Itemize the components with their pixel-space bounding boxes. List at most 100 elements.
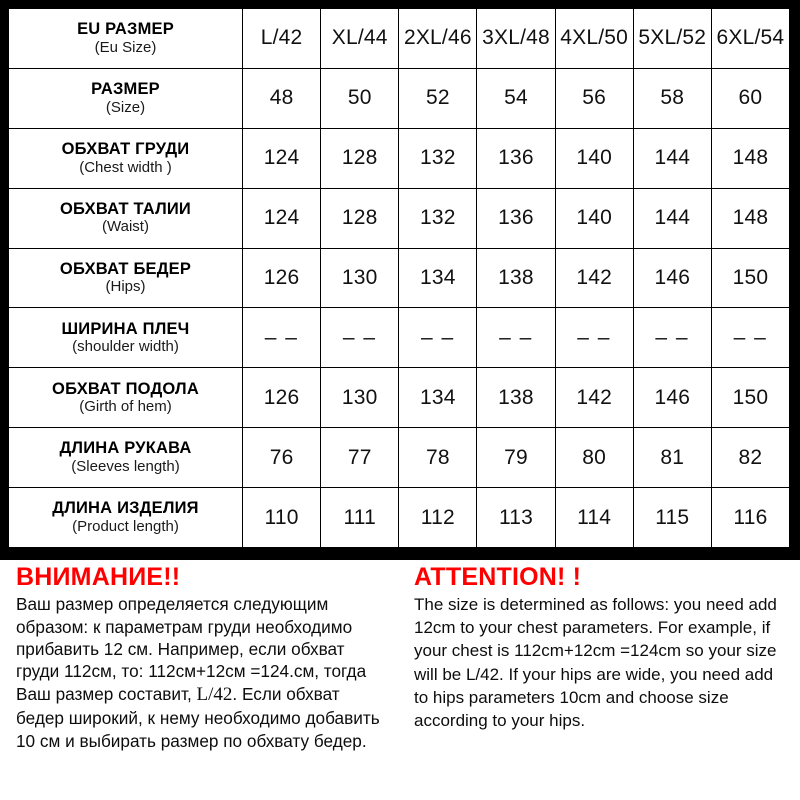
cell-value: 140 xyxy=(554,187,634,249)
cell-text: 80 xyxy=(582,445,607,469)
cell-value: 134 xyxy=(398,247,478,309)
cell-value: 4XL/50 xyxy=(554,8,634,69)
note-english-body: The size is determined as follows: you n… xyxy=(414,595,777,730)
cell-text: 6XL/54 xyxy=(716,26,785,50)
row-label-ru: ДЛИНА ИЗДЕЛИЯ xyxy=(52,499,199,518)
cell-value: 128 xyxy=(320,187,400,249)
row-label-ru: ДЛИНА РУКАВА xyxy=(59,439,192,458)
cell-text: 128 xyxy=(341,206,378,230)
cell-text: L/42 xyxy=(260,26,303,50)
cell-text: 54 xyxy=(504,86,528,110)
note-russian-part2: . Если обхват бедер широкий, к нему необ… xyxy=(16,683,380,751)
cell-text: 130 xyxy=(341,265,378,289)
row-label-ru: ОБХВАТ БЕДЕР xyxy=(59,259,192,278)
cell-text: 56 xyxy=(582,86,607,110)
cell-value: 5XL/52 xyxy=(632,8,712,69)
cell-value: – – xyxy=(632,307,712,369)
cell-value: XL/44 xyxy=(320,8,400,69)
cell-value: 81 xyxy=(632,427,712,488)
cell-value: 134 xyxy=(398,367,478,429)
cell-value: 3XL/48 xyxy=(476,8,556,69)
note-english: ATTENTION! ! The size is determined as f… xyxy=(400,560,800,800)
cell-text: – – xyxy=(577,325,611,349)
cell-value: 146 xyxy=(632,367,712,429)
cell-value: 80 xyxy=(554,427,634,488)
note-russian: ВНИМАНИЕ!! Ваш размер определяется следу… xyxy=(0,560,400,800)
cell-value: 60 xyxy=(710,67,791,129)
cell-text: 111 xyxy=(343,505,376,529)
row-label-en: (Sleeves length) xyxy=(71,457,180,475)
cell-text: 148 xyxy=(732,206,769,230)
cell-value: – – xyxy=(710,307,791,369)
table-row: ДЛИНА ИЗДЕЛИЯ (Product length) 110 111 112 11… xyxy=(8,487,791,548)
cell-value: 52 xyxy=(398,67,478,129)
size-table-body: EU РАЗМЕР (Eu Size) L/42 XL/44 2XL/46 3XL/48 4… xyxy=(8,8,791,548)
cell-value: 148 xyxy=(710,127,791,189)
cell-text: 136 xyxy=(498,146,534,170)
cell-text: 132 xyxy=(420,206,456,230)
cell-text: 140 xyxy=(576,146,612,170)
size-table: EU РАЗМЕР (Eu Size) L/42 XL/44 2XL/46 3XL/48 4… xyxy=(8,8,791,548)
cell-text: 82 xyxy=(738,445,763,469)
row-label-en: (shoulder width) xyxy=(72,338,179,356)
cell-text: 58 xyxy=(660,86,685,110)
cell-text: 136 xyxy=(498,206,534,230)
cell-value: – – xyxy=(241,307,322,369)
row-label-ru: ШИРИНА ПЛЕЧ xyxy=(61,319,190,338)
cell-value: 144 xyxy=(632,127,712,189)
cell-text: 138 xyxy=(498,265,534,289)
row-label-cell: ДЛИНА РУКАВА (Sleeves length) xyxy=(8,427,243,488)
cell-value: 50 xyxy=(320,67,400,129)
note-russian-size: L/42 xyxy=(196,683,233,705)
cell-value: 126 xyxy=(241,247,322,309)
cell-text: 81 xyxy=(660,445,685,469)
cell-text: 150 xyxy=(732,385,769,409)
cell-text: 112 xyxy=(420,505,455,529)
cell-value: 150 xyxy=(710,367,791,429)
cell-value: 56 xyxy=(554,67,634,129)
cell-text: – – xyxy=(655,325,690,349)
note-english-title: ATTENTION! ! xyxy=(414,563,582,591)
row-label-ru: ОБХВАТ ГРУДИ xyxy=(61,140,190,159)
cell-value: – – xyxy=(398,307,478,369)
cell-text: 48 xyxy=(269,86,294,110)
cell-text: 132 xyxy=(420,146,456,170)
row-label-ru: ОБХВАТ ПОДОЛА xyxy=(52,379,199,398)
cell-value: 128 xyxy=(320,127,400,189)
table-row: EU РАЗМЕР (Eu Size) L/42 XL/44 2XL/46 3XL/48 4… xyxy=(8,8,791,69)
row-label-en: (Eu Size) xyxy=(94,38,157,56)
table-row: РАЗМЕР (Size) 48 50 52 54 56 58 60 xyxy=(8,67,791,129)
cell-value: 132 xyxy=(398,127,478,189)
cell-value: 77 xyxy=(320,427,400,488)
cell-value: 114 xyxy=(554,487,634,548)
cell-text: 140 xyxy=(576,206,612,230)
cell-text: 150 xyxy=(732,265,769,289)
cell-value: 136 xyxy=(476,127,556,189)
cell-value: 112 xyxy=(398,487,478,548)
cell-value: 136 xyxy=(476,187,556,249)
cell-value: 140 xyxy=(554,127,634,189)
row-label-cell: ОБХВАТ БЕДЕР (Hips) xyxy=(8,247,243,309)
cell-text: – – xyxy=(342,325,377,349)
cell-text: 134 xyxy=(420,385,456,409)
note-russian-body: Ваш размер определяется следующим образо… xyxy=(16,593,386,752)
cell-value: 115 xyxy=(632,487,712,548)
cell-text: 124 xyxy=(263,206,300,230)
cell-value: 138 xyxy=(476,367,556,429)
row-label-cell: ДЛИНА ИЗДЕЛИЯ (Product length) xyxy=(8,487,243,548)
cell-value: 142 xyxy=(554,247,634,309)
cell-text: 2XL/46 xyxy=(403,26,472,50)
cell-text: 113 xyxy=(498,505,534,529)
row-label-cell: EU РАЗМЕР (Eu Size) xyxy=(8,8,243,69)
row-label-cell: ОБХВАТ ТАЛИИ (Waist) xyxy=(8,187,243,249)
cell-text: – – xyxy=(264,325,299,349)
row-label-en: (Girth of hem) xyxy=(79,398,172,416)
cell-text: 126 xyxy=(263,265,300,289)
cell-value: 116 xyxy=(710,487,791,548)
row-label-cell: ШИРИНА ПЛЕЧ (shoulder width) xyxy=(8,307,243,369)
row-label-ru: РАЗМЕР xyxy=(91,80,160,99)
cell-value: 144 xyxy=(632,187,712,249)
row-label-cell: ОБХВАТ ГРУДИ (Chest width ) xyxy=(8,127,243,189)
row-label-ru: ОБХВАТ ТАЛИИ xyxy=(60,199,191,218)
